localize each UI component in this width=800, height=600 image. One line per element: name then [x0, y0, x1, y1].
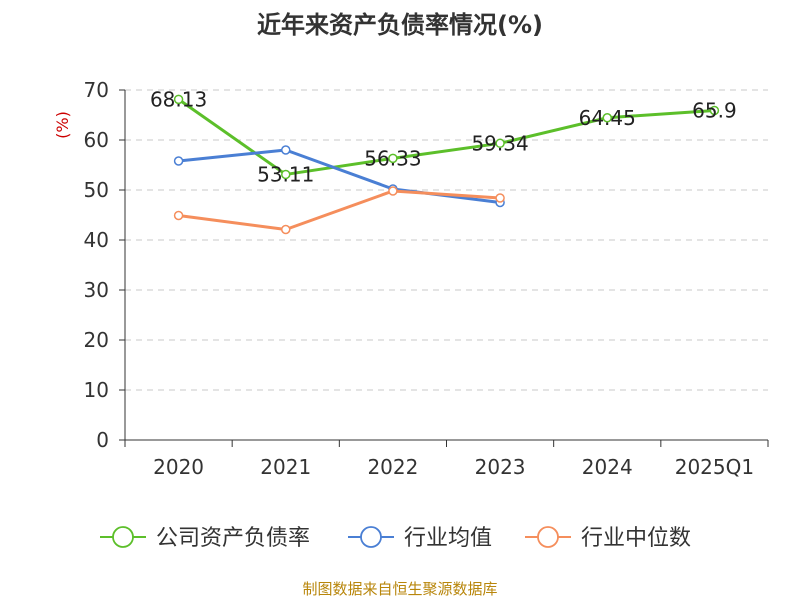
y-tick-label-70: 70 [84, 78, 109, 102]
legend-label: 行业均值 [404, 526, 492, 551]
data-label-2021: 53.11 [257, 162, 314, 186]
y-tick-label-50: 50 [84, 178, 109, 202]
data-label-2025Q1: 65.9 [692, 99, 737, 123]
series-2-point-2022 [388, 186, 398, 196]
legend-item-1: 行业均值 [348, 526, 492, 551]
series-1-point-2020 [173, 156, 184, 166]
series-2-point-2020 [173, 210, 184, 221]
y-tick-label-0: 0 [96, 428, 109, 452]
chart-title: 近年来资产负债率情况(%) [257, 11, 543, 39]
series-0-point-2023 [495, 138, 505, 149]
series-2-point-2021 [281, 224, 291, 235]
legend-label: 公司资产负债率 [156, 526, 310, 551]
y-tick-label-40: 40 [84, 228, 109, 252]
data-labels: 68.13 53.11 56.33 59.34 64.45 65.9 [150, 87, 737, 186]
legend-swatch-marker [537, 526, 559, 548]
x-tick-label-2025Q1: 2025Q1 [675, 455, 754, 479]
y-tick-label-30: 30 [84, 278, 109, 302]
source-note: 制图数据来自恒生聚源数据库 [302, 580, 497, 598]
legend-swatch-marker [112, 526, 134, 548]
data-label-2022: 56.33 [364, 146, 421, 170]
x-tick-label-2024: 2024 [582, 455, 633, 479]
data-label-2020: 68.13 [150, 87, 207, 111]
series-line-2 [178, 189, 501, 231]
y-tick-label-20: 20 [84, 328, 109, 352]
series-lines [173, 94, 720, 235]
x-tick-label-2022: 2022 [367, 455, 418, 479]
legend-item-2: 行业中位数 [525, 526, 691, 551]
data-label-2023: 59.34 [471, 131, 528, 155]
series-0-point-2020 [173, 94, 184, 105]
data-label-2024: 64.45 [579, 106, 636, 130]
legend-item-0: 公司资产负债率 [100, 526, 310, 551]
series-0-point-2024 [602, 113, 612, 123]
legend: 公司资产负债率 行业均值 行业中位数 [100, 526, 691, 551]
series-0-point-2025Q1 [709, 105, 720, 116]
legend-swatch-marker [360, 526, 382, 548]
series-2-point-2023 [495, 193, 505, 203]
series-1-point-2021 [281, 145, 291, 155]
axes: 0 10 20 30 40 50 60 70 2020 2021 2022 2023 2024 2025Q… [84, 78, 769, 479]
legend-label: 行业中位数 [581, 526, 691, 551]
y-axis-label: (%) [53, 111, 72, 139]
x-tick-label-2020: 2020 [153, 455, 204, 479]
x-tick-label-2021: 2021 [260, 455, 311, 479]
series-line-0 [177, 98, 715, 176]
x-tick-label-2023: 2023 [475, 455, 526, 479]
y-tick-label-10: 10 [84, 378, 109, 402]
series-0-point-2022 [388, 153, 398, 164]
series-0-point-2021 [281, 169, 291, 180]
y-tick-label-60: 60 [84, 128, 109, 152]
grid-lines [125, 89, 768, 391]
